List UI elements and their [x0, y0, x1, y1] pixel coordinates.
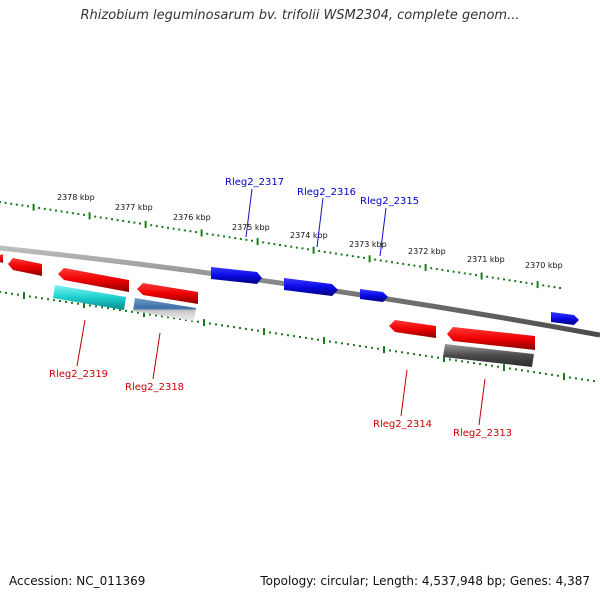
- gene-label[interactable]: Rleg2_2317: [225, 177, 284, 188]
- accession-text: Accession: NC_011369: [9, 574, 146, 588]
- label-leader-line: [400, 369, 408, 417]
- gene-feature-forward[interactable]: [211, 267, 262, 284]
- gene-feature-reverse[interactable]: [0, 254, 3, 263]
- gene-feature-forward[interactable]: [284, 278, 338, 296]
- gene-label[interactable]: Rleg2_2318: [125, 382, 184, 393]
- tick-label: 2377 kbp: [115, 203, 153, 212]
- label-leader-line: [379, 207, 387, 257]
- gene-label[interactable]: Rleg2_2314: [373, 419, 432, 430]
- gene-feature-track-bar[interactable]: [133, 298, 196, 321]
- gene-feature-reverse[interactable]: [58, 268, 129, 292]
- tick-row-forward: [0, 201, 561, 289]
- gene-feature-track-bar[interactable]: [443, 344, 534, 367]
- label-leader-line: [316, 197, 324, 248]
- gene-label[interactable]: Rleg2_2315: [360, 196, 419, 207]
- gene-feature-track-bar[interactable]: [53, 285, 126, 310]
- tick-label: 2372 kbp: [408, 247, 446, 256]
- tick-label: 2375 kbp: [232, 223, 270, 232]
- tick-label: 2370 kbp: [525, 261, 563, 270]
- gene-feature-reverse[interactable]: [8, 258, 42, 276]
- gene-feature-forward[interactable]: [360, 289, 388, 302]
- tick-label: 2376 kbp: [173, 213, 211, 222]
- tick-label: 2378 kbp: [57, 193, 95, 202]
- gene-feature-forward[interactable]: [551, 312, 579, 325]
- tick-label: 2373 kbp: [349, 240, 387, 249]
- gene-label[interactable]: Rleg2_2319: [49, 369, 108, 380]
- tick-label: 2371 kbp: [467, 255, 505, 264]
- label-leader-line: [76, 319, 86, 367]
- gene-label[interactable]: Rleg2_2313: [453, 428, 512, 439]
- label-leader-line: [478, 378, 486, 426]
- page-title: Rhizobium leguminosarum bv. trifolii WSM…: [80, 8, 520, 23]
- genome-summary-text: Topology: circular; Length: 4,537,948 bp…: [260, 574, 590, 588]
- gene-feature-reverse[interactable]: [137, 283, 198, 304]
- label-leader-line: [152, 332, 161, 380]
- gene-feature-reverse[interactable]: [447, 327, 535, 350]
- gene-label[interactable]: Rleg2_2316: [297, 187, 356, 198]
- label-leader-line: [245, 188, 253, 238]
- tick-label: 2374 kbp: [290, 231, 328, 240]
- tick-row-reverse: [0, 291, 595, 383]
- gene-feature-reverse[interactable]: [389, 320, 436, 338]
